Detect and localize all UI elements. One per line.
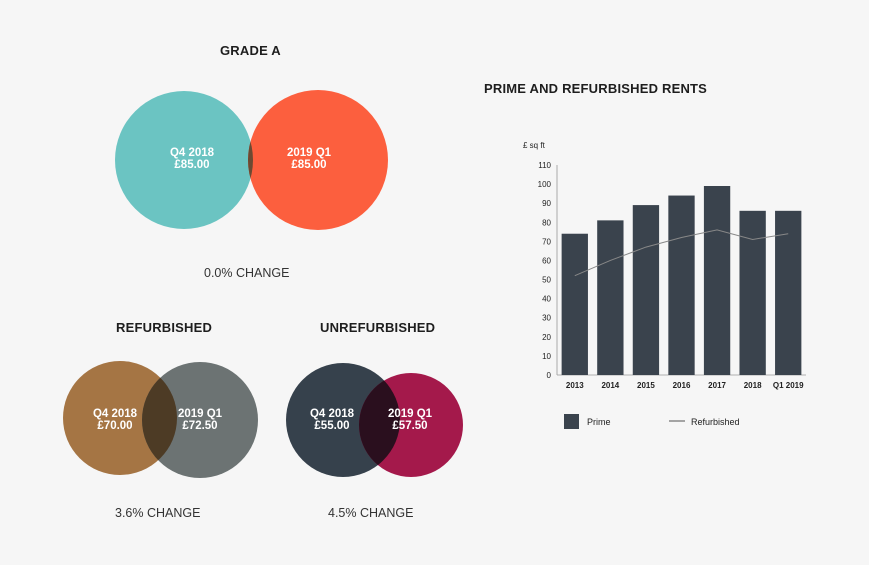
venn-refurbished-right-value: £72.50 xyxy=(182,420,218,432)
venn-refurbished-right-period: 2019 Q1 xyxy=(177,408,223,420)
venn-unrefurbished-overlap xyxy=(359,373,400,477)
y-tick-label: 20 xyxy=(542,333,551,342)
y-tick-label: 110 xyxy=(538,161,551,170)
venn-unrefurbished-right-value: £57.50 xyxy=(392,420,428,432)
venn-unrefurbished-right-label: 2019 Q1 £57.50 xyxy=(370,408,450,432)
prime-bars xyxy=(561,186,802,375)
y-tick-label: 0 xyxy=(547,371,552,380)
y-tick-label: 80 xyxy=(542,218,551,227)
x-tick-label: Q1 2019 xyxy=(773,381,804,390)
venn-unrefurbished-left-value: £55.00 xyxy=(314,420,350,432)
venn-unrefurbished-right-period: 2019 Q1 xyxy=(387,408,433,420)
legend-prime-label: Prime xyxy=(587,417,611,427)
y-tick-label: 50 xyxy=(542,276,551,285)
venn-grade-a-right-circle xyxy=(248,90,388,230)
venn-unrefurbished-left-label: Q4 2018 £55.00 xyxy=(292,408,372,432)
venn-refurbished-right-label: 2019 Q1 £72.50 xyxy=(160,408,240,432)
prime-bar-2018 xyxy=(739,210,766,375)
y-tick-labels: 0 10 20 30 40 50 60 70 80 90 100 110 xyxy=(538,161,552,380)
prime-bar-2017 xyxy=(703,186,731,375)
refurbished-line xyxy=(574,229,789,277)
y-tick-label: 60 xyxy=(542,256,551,265)
venn-refurbished-right-circle xyxy=(142,362,258,478)
venn-grade-a-left-label: Q4 2018 £85.00 xyxy=(152,147,232,171)
x-tick-label: 2015 xyxy=(637,381,655,390)
legend-prime-swatch xyxy=(564,414,579,429)
x-tick-label: 2016 xyxy=(673,381,691,390)
venn-refurbished-left-label: Q4 2018 £70.00 xyxy=(75,408,155,432)
prime-bar-q1-2019 xyxy=(775,210,802,375)
legend-refurbished-label: Refurbished xyxy=(691,417,740,427)
venn-refurbished-change: 3.6% CHANGE xyxy=(115,506,201,520)
y-tick-label: 100 xyxy=(538,180,552,189)
venn-refurbished-left-period: Q4 2018 xyxy=(92,408,138,420)
venn-refurbished-left-value: £70.00 xyxy=(97,420,133,432)
prime-bar-2013 xyxy=(561,233,588,375)
venn-title-refurbished: REFURBISHED xyxy=(116,320,213,335)
chart-title: PRIME AND REFURBISHED RENTS xyxy=(484,81,708,96)
venn-grade-a-change: 0.0% CHANGE xyxy=(204,266,290,280)
venn-grade-a-right-period: 2019 Q1 xyxy=(286,147,332,159)
y-tick-label: 40 xyxy=(542,295,551,304)
venn-grade-a-left-period: Q4 2018 xyxy=(169,147,215,159)
venn-grade-a-left-value: £85.00 xyxy=(174,159,210,171)
y-tick-label: 70 xyxy=(542,237,551,246)
prime-bar-2016 xyxy=(668,195,695,375)
prime-bar-2014 xyxy=(597,220,624,375)
x-tick-label: 2018 xyxy=(744,381,762,390)
venn-grade-a-left-circle xyxy=(115,91,253,229)
x-tick-labels: 2013 2014 2015 2016 2017 2018 Q1 2019 xyxy=(566,381,804,390)
y-axis-label: £ sq ft xyxy=(523,141,546,150)
prime-bar-2015 xyxy=(632,205,660,375)
venn-unrefurbished-left-period: Q4 2018 xyxy=(309,408,355,420)
x-tick-label: 2017 xyxy=(708,381,726,390)
venn-grade-a-right-value: £85.00 xyxy=(291,159,327,171)
y-tick-label: 30 xyxy=(542,314,551,323)
x-tick-label: 2014 xyxy=(601,381,619,390)
venn-unrefurbished-change: 4.5% CHANGE xyxy=(328,506,414,520)
venn-grade-a-right-label: 2019 Q1 £85.00 xyxy=(269,147,349,171)
y-tick-label: 90 xyxy=(542,199,551,208)
venn-title-unrefurbished: UNREFURBISHED xyxy=(320,320,436,335)
venn-title-grade-a: GRADE A xyxy=(220,43,281,58)
x-tick-label: 2013 xyxy=(566,381,584,390)
y-tick-label: 10 xyxy=(542,352,551,361)
